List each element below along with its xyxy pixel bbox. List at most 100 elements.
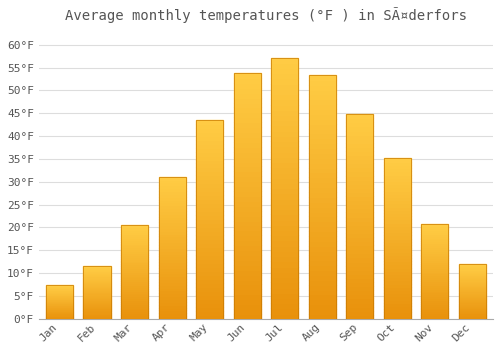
Bar	[196, 251, 223, 255]
Bar	[346, 212, 374, 217]
Bar	[271, 110, 298, 115]
Bar	[196, 303, 223, 307]
Bar	[46, 291, 73, 292]
Bar	[46, 311, 73, 312]
Bar	[121, 268, 148, 270]
Bar	[196, 128, 223, 132]
Bar	[384, 216, 411, 219]
Bar	[158, 279, 186, 282]
Bar	[234, 181, 260, 186]
Bar	[158, 245, 186, 248]
Bar	[234, 78, 260, 83]
Bar	[459, 300, 486, 301]
Bar	[346, 217, 374, 220]
Bar	[84, 302, 110, 303]
Bar	[196, 223, 223, 227]
Bar	[422, 277, 448, 279]
Bar	[196, 307, 223, 311]
Bar	[196, 271, 223, 275]
Bar	[308, 75, 336, 319]
Bar	[121, 266, 148, 268]
Bar	[158, 177, 186, 319]
Bar	[384, 309, 411, 313]
Bar	[346, 184, 374, 188]
Bar	[384, 194, 411, 197]
Bar	[196, 140, 223, 144]
Bar	[234, 211, 260, 216]
Bar	[84, 298, 110, 299]
Bar	[158, 222, 186, 225]
Bar	[384, 236, 411, 239]
Bar	[158, 208, 186, 211]
Bar	[346, 167, 374, 172]
Bar	[308, 231, 336, 236]
Bar	[46, 299, 73, 300]
Bar	[384, 264, 411, 267]
Bar	[46, 317, 73, 318]
Bar	[234, 132, 260, 137]
Bar	[422, 264, 448, 266]
Bar	[459, 283, 486, 284]
Bar	[308, 143, 336, 148]
Bar	[346, 204, 374, 208]
Bar	[234, 270, 260, 275]
Bar	[384, 252, 411, 255]
Bar	[234, 117, 260, 122]
Bar	[308, 128, 336, 133]
Bar	[346, 155, 374, 159]
Bar	[84, 315, 110, 316]
Bar	[346, 192, 374, 196]
Bar	[234, 127, 260, 132]
Bar	[384, 197, 411, 200]
Bar	[422, 230, 448, 232]
Bar	[84, 287, 110, 288]
Bar	[84, 314, 110, 315]
Bar	[196, 180, 223, 183]
Bar	[459, 267, 486, 268]
Bar	[308, 80, 336, 85]
Bar	[384, 162, 411, 165]
Bar	[234, 172, 260, 176]
Bar	[121, 293, 148, 294]
Bar	[422, 300, 448, 302]
Bar	[346, 237, 374, 241]
Bar	[459, 273, 486, 274]
Bar	[196, 152, 223, 155]
Bar	[84, 267, 110, 268]
Bar	[158, 194, 186, 197]
Bar	[308, 153, 336, 158]
Bar	[308, 309, 336, 314]
Bar	[271, 204, 298, 209]
Bar	[422, 251, 448, 253]
Bar	[196, 124, 223, 128]
Bar	[121, 255, 148, 257]
Bar	[234, 191, 260, 196]
Bar	[308, 163, 336, 168]
Bar	[46, 310, 73, 311]
Bar	[459, 292, 486, 293]
Bar	[459, 303, 486, 304]
Bar	[158, 233, 186, 237]
Bar	[196, 263, 223, 267]
Bar	[308, 109, 336, 114]
Bar	[84, 303, 110, 304]
Bar	[234, 294, 260, 299]
Bar	[271, 199, 298, 204]
Bar	[46, 303, 73, 304]
Bar	[84, 290, 110, 291]
Bar	[459, 289, 486, 290]
Bar	[84, 299, 110, 300]
Bar	[459, 266, 486, 267]
Bar	[121, 244, 148, 245]
Bar	[346, 200, 374, 204]
Bar	[234, 152, 260, 157]
Bar	[422, 245, 448, 247]
Bar	[121, 225, 148, 319]
Bar	[196, 163, 223, 167]
Bar	[234, 250, 260, 255]
Bar	[384, 239, 411, 242]
Bar	[84, 309, 110, 310]
Bar	[459, 275, 486, 276]
Bar	[271, 141, 298, 146]
Bar	[459, 316, 486, 317]
